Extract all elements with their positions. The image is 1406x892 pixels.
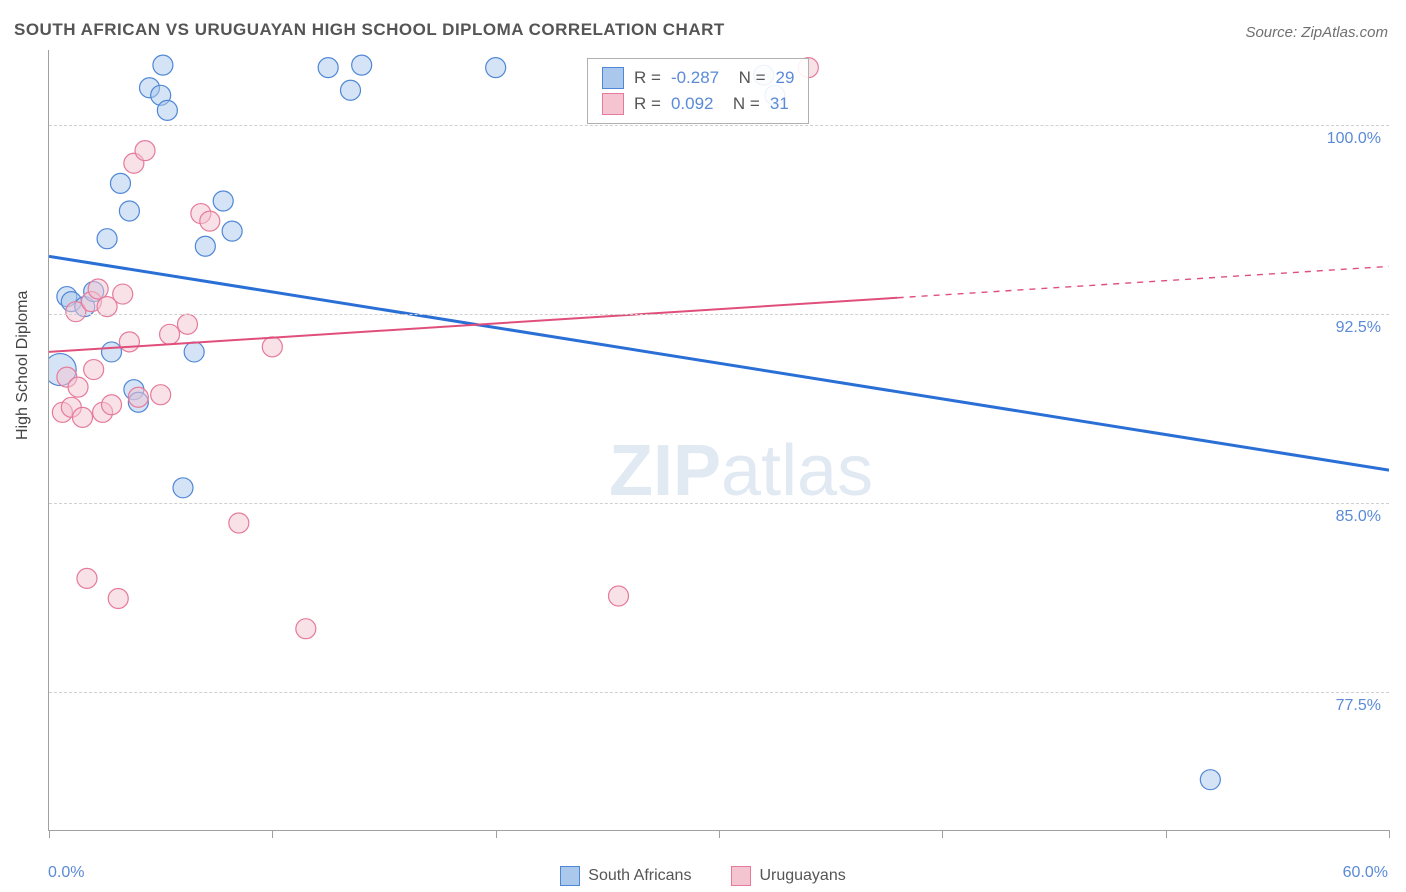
chart-svg [49, 50, 1389, 830]
scatter-point [124, 380, 144, 400]
legend-label: Uruguayans [759, 867, 845, 885]
scatter-point [140, 78, 160, 98]
y-tick-label: 92.5% [1336, 319, 1381, 337]
x-tick [719, 830, 720, 838]
gridline-h [49, 503, 1389, 504]
legend-swatch [731, 866, 751, 886]
stats-n-value: 31 [770, 91, 789, 117]
scatter-point [213, 191, 233, 211]
scatter-point [102, 342, 122, 362]
scatter-point [177, 314, 197, 334]
scatter-point [128, 392, 148, 412]
gridline-h [49, 314, 1389, 315]
y-tick-label: 85.0% [1336, 508, 1381, 526]
scatter-point [119, 332, 139, 352]
scatter-point [97, 229, 117, 249]
stats-n-value: 29 [776, 65, 795, 91]
x-tick [496, 830, 497, 838]
stats-n-label: N = [723, 91, 759, 117]
scatter-point [128, 387, 148, 407]
legend-item: Uruguayans [731, 866, 845, 886]
scatter-point [110, 173, 130, 193]
stats-r-value: -0.287 [671, 65, 719, 91]
stats-row: R = -0.287 N = 29 [602, 65, 794, 91]
scatter-point [229, 513, 249, 533]
scatter-point [68, 377, 88, 397]
scatter-point [135, 141, 155, 161]
legend-swatch [560, 866, 580, 886]
scatter-point [88, 279, 108, 299]
regression-line-dashed [898, 266, 1389, 297]
stats-r-label: R = [634, 91, 661, 117]
plot-area: ZIPatlas R = -0.287 N = 29R = 0.092 N = … [48, 50, 1389, 831]
scatter-point [318, 58, 338, 78]
scatter-point [222, 221, 242, 241]
scatter-point [160, 324, 180, 344]
scatter-point [609, 586, 629, 606]
stats-r-value: 0.092 [671, 91, 714, 117]
scatter-point [151, 85, 171, 105]
scatter-point [124, 153, 144, 173]
stats-swatch [602, 67, 624, 89]
scatter-point [296, 619, 316, 639]
y-axis-title: High School Diploma [14, 291, 32, 440]
regression-line [49, 298, 898, 352]
scatter-point [262, 337, 282, 357]
scatter-point [191, 204, 211, 224]
scatter-point [61, 292, 81, 312]
scatter-point [184, 342, 204, 362]
legend-label: South Africans [588, 867, 691, 885]
stats-swatch [602, 93, 624, 115]
regression-line [49, 256, 1389, 470]
x-tick [1389, 830, 1390, 838]
scatter-point [1200, 770, 1220, 790]
chart-title: SOUTH AFRICAN VS URUGUAYAN HIGH SCHOOL D… [14, 20, 725, 40]
x-tick [1166, 830, 1167, 838]
stats-n-label: N = [729, 65, 765, 91]
scatter-point [57, 287, 77, 307]
scatter-point [77, 568, 97, 588]
legend-item: South Africans [560, 866, 691, 886]
scatter-point [157, 100, 177, 120]
y-tick-label: 77.5% [1336, 697, 1381, 715]
scatter-point [52, 402, 72, 422]
scatter-point [108, 589, 128, 609]
scatter-point [84, 282, 104, 302]
stats-r-label: R = [634, 65, 661, 91]
scatter-point [66, 302, 86, 322]
scatter-point [73, 407, 93, 427]
x-tick [49, 830, 50, 838]
scatter-point [151, 385, 171, 405]
scatter-point [119, 201, 139, 221]
scatter-point [173, 478, 193, 498]
x-tick [272, 830, 273, 838]
gridline-h [49, 125, 1389, 126]
scatter-point [153, 55, 173, 75]
bottom-legend: South Africans Uruguayans [0, 866, 1406, 886]
scatter-point [61, 397, 81, 417]
scatter-point [352, 55, 372, 75]
y-tick-label: 100.0% [1327, 130, 1381, 148]
scatter-point [486, 58, 506, 78]
scatter-point [113, 284, 133, 304]
watermark: ZIPatlas [609, 430, 873, 512]
scatter-point [93, 402, 113, 422]
stats-box: R = -0.287 N = 29R = 0.092 N = 31 [587, 58, 809, 124]
source-label: Source: ZipAtlas.com [1245, 24, 1388, 41]
x-tick [942, 830, 943, 838]
scatter-point [102, 395, 122, 415]
scatter-point [341, 80, 361, 100]
gridline-h [49, 692, 1389, 693]
scatter-point [57, 367, 77, 387]
scatter-point [195, 236, 215, 256]
scatter-point [81, 292, 101, 312]
stats-row: R = 0.092 N = 31 [602, 91, 794, 117]
scatter-point [49, 354, 76, 386]
x-tick-label-min: 0.0% [48, 864, 84, 882]
scatter-point [84, 360, 104, 380]
x-tick-label-max: 60.0% [1343, 864, 1388, 882]
scatter-point [200, 211, 220, 231]
